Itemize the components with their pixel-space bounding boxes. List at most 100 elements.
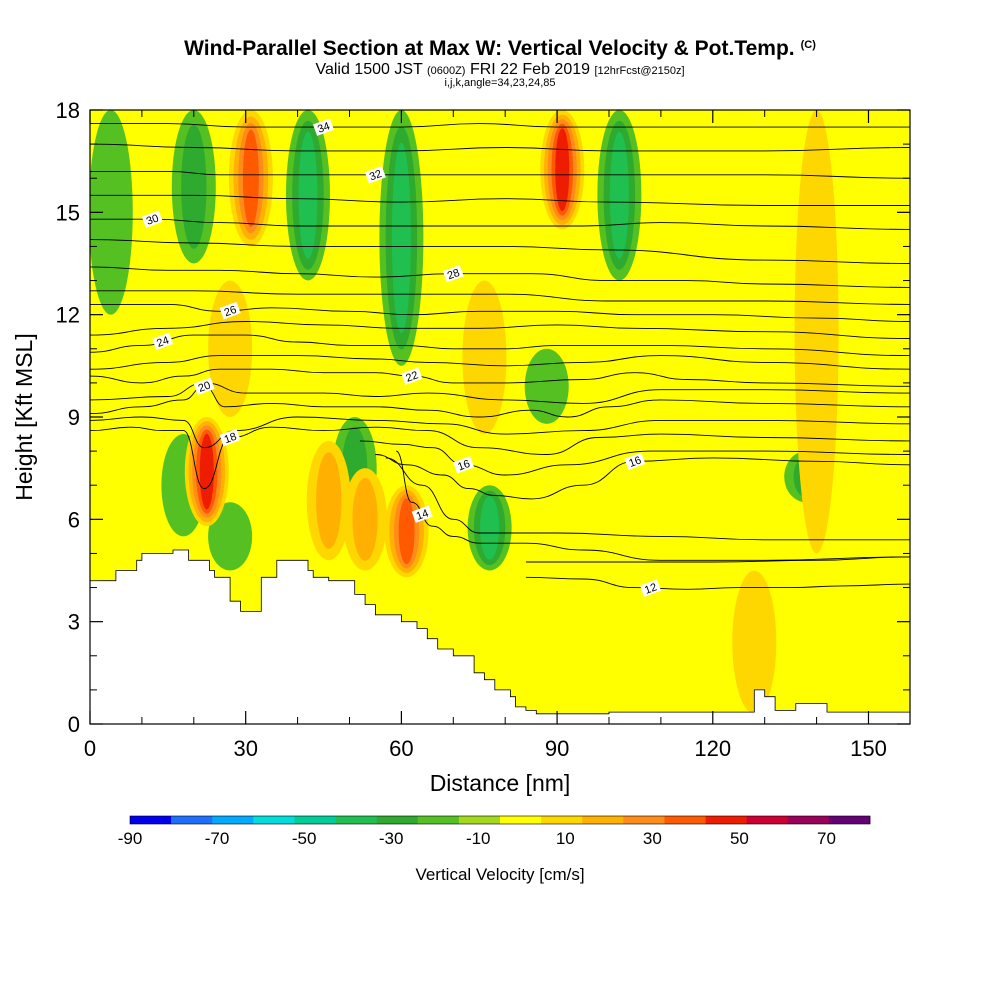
updraft-cell — [732, 570, 777, 714]
y-tick-label: 15 — [56, 200, 80, 225]
colorbar-title: Vertical Velocity [cm/s] — [415, 865, 584, 884]
isentrope-label: 22 — [401, 367, 423, 385]
x-tick-label: 30 — [233, 736, 257, 761]
y-tick-label: 9 — [68, 405, 80, 430]
isentrope-label: 20 — [193, 377, 215, 396]
valid-utc: (0600Z) — [426, 65, 466, 77]
x-axis: 0 30 60 90 120 150 — [84, 110, 887, 761]
downdraft-cell — [524, 348, 569, 424]
isentrope-line — [90, 303, 910, 322]
isentrope-line — [90, 143, 910, 152]
downdraft-cell — [480, 496, 500, 560]
isentrope-label: 14 — [411, 505, 433, 523]
isentrope-label-text: 16 — [627, 455, 643, 470]
colorbar-label: -50 — [292, 829, 317, 848]
isentrope-label-text: 16 — [456, 458, 472, 473]
isentrope-label-text: 34 — [316, 120, 332, 135]
x-tick-label: 0 — [84, 736, 96, 761]
isentrope-line — [359, 440, 910, 476]
updraft-cell — [462, 280, 507, 435]
colorbar-swatch — [253, 816, 295, 824]
y-tick-label: 0 — [68, 712, 80, 737]
isentrope-label-box — [401, 367, 423, 385]
valid-date: FRI 22 Feb 2019 — [469, 61, 591, 78]
isentrope-label: 26 — [219, 301, 241, 320]
isentrope-line — [90, 334, 910, 357]
colorbar-swatch — [458, 816, 501, 824]
isentrope-label-box — [364, 166, 386, 184]
colorbar-swatch — [705, 816, 747, 824]
isentrope-label-box — [219, 428, 241, 447]
x-tick-label: 60 — [389, 736, 413, 761]
isentrope-line — [90, 321, 910, 339]
section-indices: i,j,k,angle=34,23,24,85 — [444, 77, 556, 89]
isentrope-label-box — [312, 118, 335, 136]
isentrope-label: 16 — [624, 452, 646, 471]
isentrope-label-box — [442, 264, 464, 283]
x-tick-label: 150 — [850, 736, 887, 761]
colorbar-label: -70 — [205, 829, 230, 848]
forecast-info: [12hrFcst@2150z] — [594, 65, 685, 77]
colorbar-label: -90 — [118, 829, 143, 848]
isentrope-label-text: 26 — [223, 304, 239, 319]
downdraft-cell — [391, 142, 411, 334]
colorbar: -90 -70 -50 -30 -10 10 30 50 70 — [118, 815, 871, 848]
colorbar-swatch — [376, 816, 419, 824]
y-tick-label: 18 — [56, 98, 80, 123]
isentrope-line — [90, 426, 910, 490]
isentrope-label: 12 — [639, 579, 662, 597]
isentrope-label: 30 — [141, 210, 163, 228]
title-main: Wind-Parallel Section at Max W: Vertical… — [184, 37, 795, 60]
y-tick-label: 12 — [56, 303, 80, 328]
isentrope-label: 32 — [364, 166, 386, 184]
isentrope-label-box — [411, 505, 433, 523]
isentrope-label-text: 24 — [155, 335, 171, 350]
downdraft-cell — [208, 502, 253, 571]
colorbar-swatch — [500, 816, 542, 824]
colorbar-swatch — [664, 816, 706, 824]
isentrope-line — [90, 170, 910, 179]
isentrope-line — [90, 194, 910, 206]
downdraft-cell — [609, 131, 629, 259]
downdraft-cell — [181, 124, 207, 249]
colorbar-label: 70 — [817, 829, 836, 848]
valid-time: Valid 1500 JST — [315, 61, 423, 78]
isentrope-label: 16 — [453, 456, 475, 474]
chart-title: Wind-Parallel Section at Max W: Vertical… — [0, 37, 1000, 61]
title-suffix: (C) — [800, 39, 816, 51]
isentrope-label-box — [141, 210, 163, 228]
isentrope-line — [90, 218, 910, 230]
isentrope-label: 18 — [219, 428, 241, 447]
y-tick-label: 3 — [68, 610, 80, 635]
terrain — [89, 549, 911, 725]
isentrope-label: 24 — [152, 332, 174, 351]
y-axis: 0 3 6 9 12 15 18 — [56, 98, 910, 737]
isentrope-label-box — [624, 452, 646, 471]
colorbar-label: 30 — [643, 829, 662, 848]
updraft-cell — [794, 110, 839, 554]
isentrope-label-text: 32 — [368, 168, 384, 183]
downdraft-cell — [298, 131, 318, 259]
updraft-cell — [352, 477, 378, 561]
isentrope-label-text: 18 — [223, 431, 239, 446]
colorbar-swatch — [787, 816, 830, 824]
isentrope-line — [90, 123, 910, 128]
updraft-cell — [208, 280, 253, 417]
isentrope-line — [90, 416, 910, 449]
x-tick-label: 120 — [694, 736, 731, 761]
colorbar-swatch — [582, 816, 624, 824]
updraft-cell — [555, 128, 570, 212]
x-axis-title: Distance [nm] — [430, 770, 571, 796]
isentrope-line — [525, 576, 910, 590]
updraft-cell — [316, 452, 342, 549]
isentrope-label-box — [639, 579, 662, 597]
y-tick-label: 6 — [68, 507, 80, 532]
updraft-cell — [242, 129, 259, 227]
downdraft-cell — [90, 110, 133, 315]
colorbar-label: 10 — [556, 829, 575, 848]
y-axis-title: Height [Kft MSL] — [11, 333, 37, 500]
isentrope-line — [525, 556, 910, 563]
colorbar-swatch — [541, 816, 583, 824]
updraft-cell — [398, 498, 415, 565]
